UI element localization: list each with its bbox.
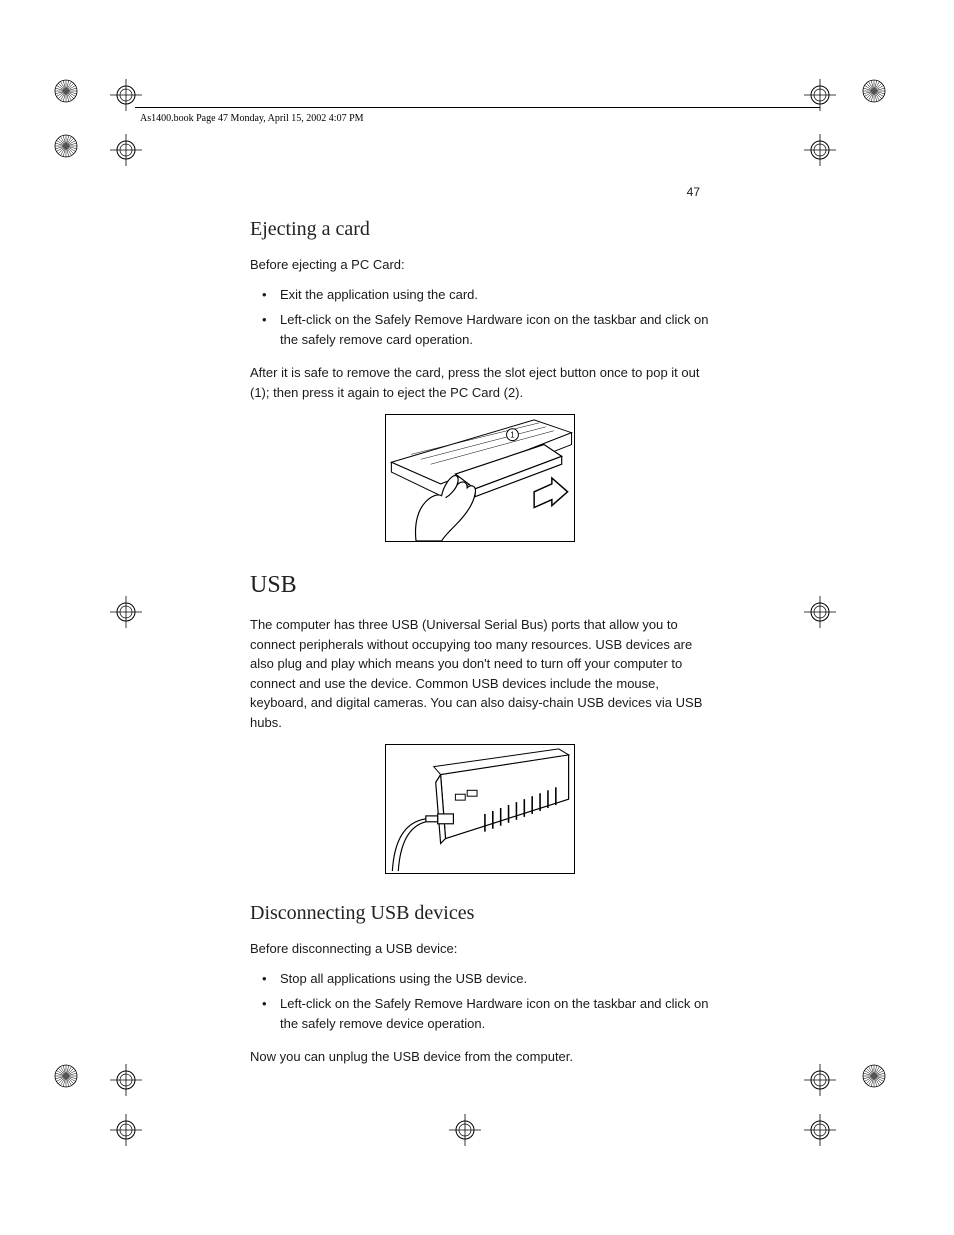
list-item: Stop all applications using the USB devi… <box>250 969 710 989</box>
regmark-ball-icon <box>861 78 887 104</box>
regmark-cross-icon <box>109 1113 143 1147</box>
header-rule <box>135 107 820 108</box>
regmark-ball-icon <box>861 1063 887 1089</box>
figure-usb-port <box>385 744 575 874</box>
ejecting-list: Exit the application using the card. Lef… <box>250 285 710 350</box>
list-item: Exit the application using the card. <box>250 285 710 305</box>
regmark-ball-icon <box>53 78 79 104</box>
regmark-cross-icon <box>803 78 837 112</box>
page-number: 47 <box>687 185 700 199</box>
disconnect-list: Stop all applications using the USB devi… <box>250 969 710 1034</box>
regmark-ball-icon <box>53 1063 79 1089</box>
regmark-cross-icon <box>109 78 143 112</box>
list-item: Left-click on the Safely Remove Hardware… <box>250 310 710 349</box>
heading-usb: USB <box>250 572 710 599</box>
ejecting-intro: Before ejecting a PC Card: <box>250 255 710 275</box>
list-item: Left-click on the Safely Remove Hardware… <box>250 994 710 1033</box>
figure-eject-card: 1 <box>385 414 575 542</box>
running-header: As1400.book Page 47 Monday, April 15, 20… <box>140 113 364 124</box>
heading-ejecting: Ejecting a card <box>250 218 710 241</box>
page-body: 47 Ejecting a card Before ejecting a PC … <box>250 190 710 1077</box>
regmark-cross-icon <box>803 1063 837 1097</box>
ejecting-after: After it is safe to remove the card, pre… <box>250 363 710 402</box>
heading-disconnect: Disconnecting USB devices <box>250 902 710 925</box>
regmark-cross-icon <box>109 1063 143 1097</box>
regmark-cross-icon <box>803 133 837 167</box>
svg-text:1: 1 <box>510 431 514 440</box>
disconnect-intro: Before disconnecting a USB device: <box>250 939 710 959</box>
disconnect-after: Now you can unplug the USB device from t… <box>250 1047 710 1067</box>
regmark-cross-icon <box>803 595 837 629</box>
usb-body: The computer has three USB (Universal Se… <box>250 615 710 732</box>
regmark-cross-icon <box>109 133 143 167</box>
regmark-cross-icon <box>109 595 143 629</box>
regmark-ball-icon <box>53 133 79 159</box>
regmark-cross-icon <box>803 1113 837 1147</box>
regmark-cross-icon <box>448 1113 482 1147</box>
